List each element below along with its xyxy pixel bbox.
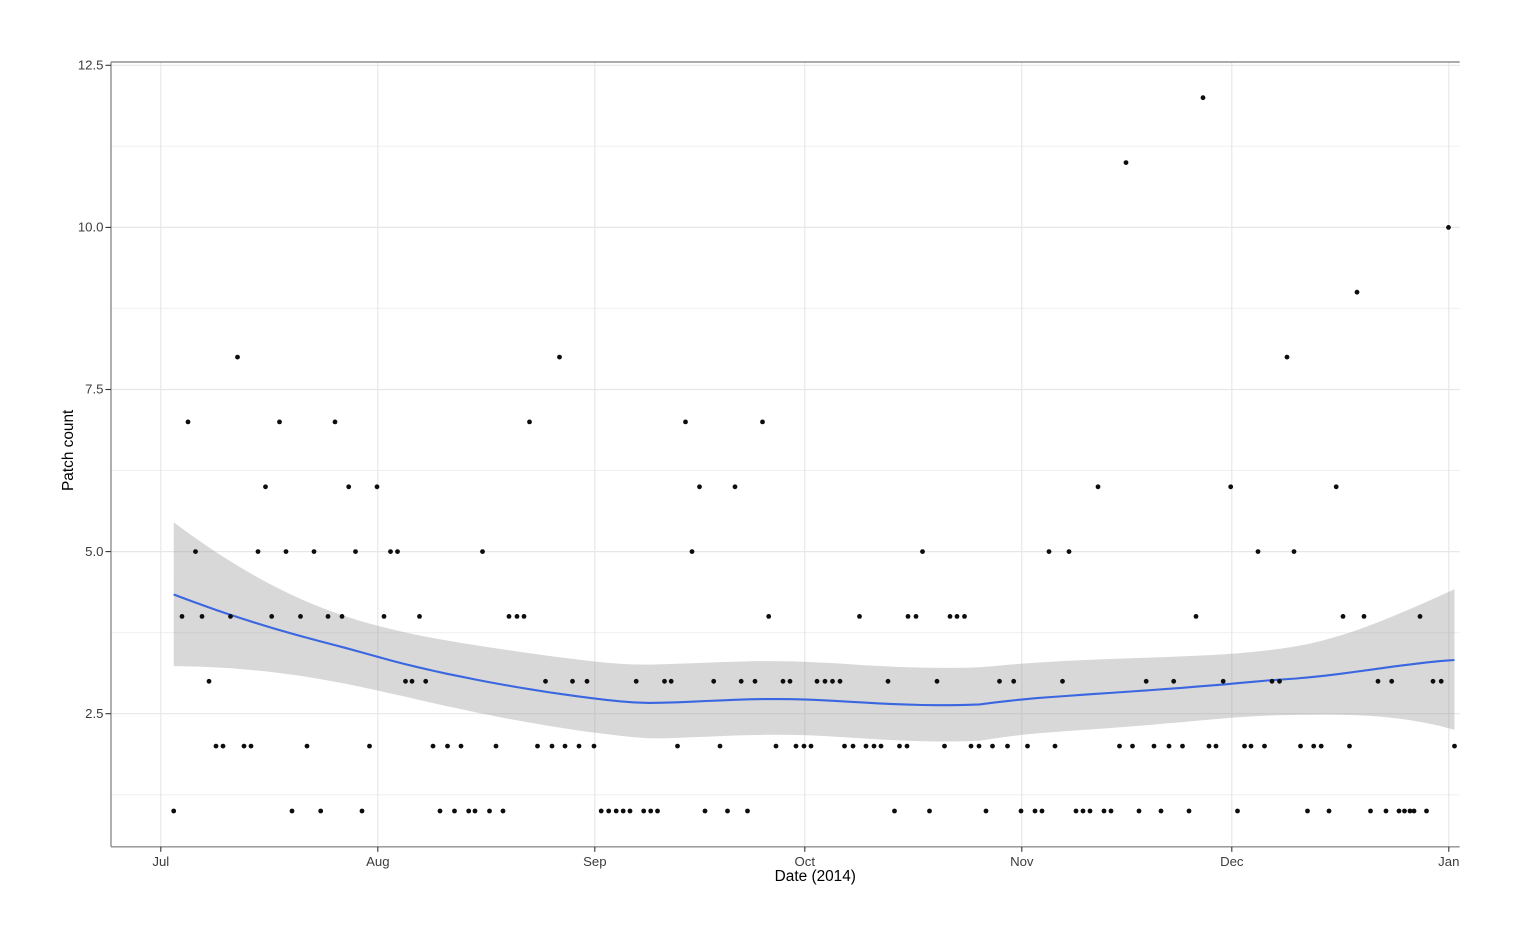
svg-text:5.0: 5.0 <box>85 544 103 559</box>
svg-text:7.5: 7.5 <box>85 382 103 397</box>
svg-text:2.5: 2.5 <box>85 706 103 721</box>
svg-text:12.5: 12.5 <box>78 58 104 73</box>
svg-text:Patch count: Patch count <box>60 409 77 491</box>
svg-text:Jul: Jul <box>152 854 169 869</box>
svg-text:Jan: Jan <box>1438 854 1459 869</box>
svg-text:Sep: Sep <box>583 854 606 869</box>
svg-text:Aug: Aug <box>366 854 389 869</box>
svg-text:Oct: Oct <box>795 854 816 869</box>
svg-text:10.0: 10.0 <box>78 220 104 235</box>
svg-text:Date (2014): Date (2014) <box>775 868 856 885</box>
svg-text:Dec: Dec <box>1220 854 1244 869</box>
svg-text:Nov: Nov <box>1010 854 1034 869</box>
